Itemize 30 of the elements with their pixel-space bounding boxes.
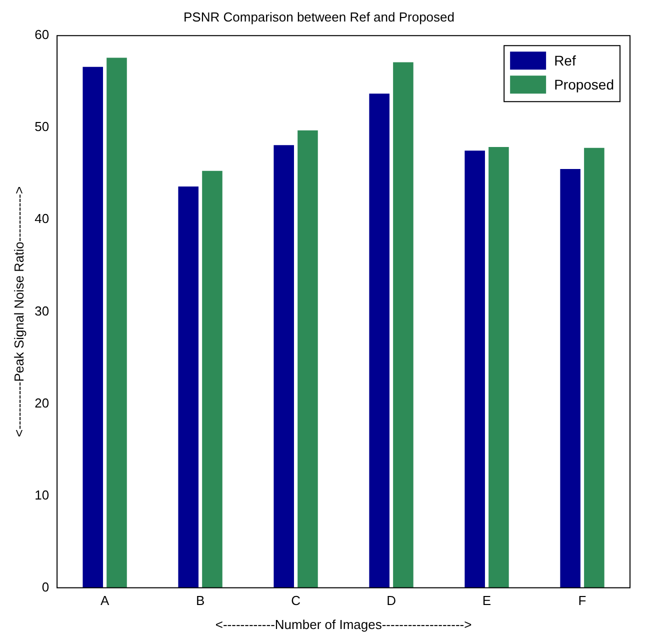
x-tick-label: A — [100, 593, 110, 608]
x-tick-label: D — [386, 593, 396, 608]
bar — [464, 150, 485, 588]
y-tick-label: 0 — [42, 579, 50, 594]
x-axis-title: <------------Number of Images-------------------> — [215, 616, 472, 632]
bar — [393, 62, 414, 588]
y-axis-title: <-----------Peak Signal Noise Ratio-----------> — [11, 186, 26, 438]
y-tick-label: 40 — [34, 211, 50, 226]
y-tick-label: 50 — [34, 119, 50, 134]
bar — [202, 170, 222, 588]
x-tick-label: C — [291, 593, 300, 608]
y-tick-label: 30 — [34, 303, 50, 318]
x-tick-label: F — [578, 593, 586, 608]
x-tick-label: E — [482, 593, 492, 608]
legend-label: Proposed — [554, 76, 614, 92]
x-tick-label: B — [196, 593, 205, 608]
bar — [488, 146, 509, 588]
bar — [82, 66, 104, 588]
bar — [274, 145, 294, 588]
bar — [298, 130, 318, 588]
bar — [106, 58, 127, 588]
y-tick-label: 10 — [34, 487, 50, 502]
y-tick-label: 20 — [34, 395, 50, 410]
bar — [178, 186, 199, 588]
y-tick-label: 60 — [34, 27, 50, 42]
bar — [560, 169, 580, 588]
bar — [369, 94, 390, 588]
legend-label: Ref — [554, 52, 576, 68]
bar — [584, 148, 604, 588]
chart-title: PSNR Comparison between Ref and Proposed — [184, 9, 454, 24]
